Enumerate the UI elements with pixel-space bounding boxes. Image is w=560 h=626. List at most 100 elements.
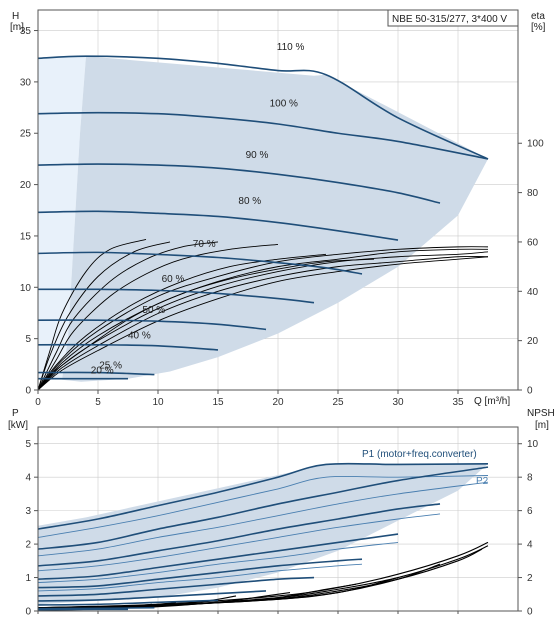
eta-curve [37,243,279,391]
y2-tick-label: 8 [527,473,533,484]
npsh-axis-label: NPSH [527,408,555,419]
head-curve-label: 60 % [162,274,185,285]
x-tick-label: 15 [212,397,224,408]
y2-tick-label: 0 [527,607,533,618]
head-curve-label: 70 % [193,239,216,250]
y2-tick-label: 4 [527,540,533,551]
y-tick-label: 4 [25,473,31,484]
p1-curve [37,606,155,610]
head-curve-label: 110 % [277,42,305,53]
x-tick-label: 35 [452,397,464,408]
head-axis-ticks: 0 5 10 15 20 25 30 35 0 5 10 15 20 25 30 35 0 20 40 60 80 100 [20,26,544,408]
x-tick-label: 0 [35,397,41,408]
power-series-labels: P1 (motor+freq.converter) P2 [362,449,489,487]
y-tick-label: 20 [20,180,32,191]
y-tick-label: 35 [20,26,32,37]
y-tick-label: 5 [25,439,31,450]
p1-curve [37,590,267,602]
p1-curve [37,599,219,606]
p1-curve [37,533,399,581]
y-tick-label: 15 [20,231,32,242]
head-curve-label: 20 % [91,366,114,377]
power-axis-unit: [kW] [8,420,28,431]
y-tick-label: 30 [20,77,32,88]
p2-curve [37,563,363,592]
power-series-label: P2 [476,476,489,487]
p1-curves [37,462,489,611]
y2-tick-label: 2 [527,573,533,584]
operating-region [62,56,488,382]
p1-curve [37,462,489,530]
head-curve [37,210,399,241]
npsh-axis-unit: [m] [535,420,549,431]
power-axis-ticks: 0 1 2 3 4 5 0 2 4 6 8 10 [25,439,538,617]
eta-curve [37,241,219,391]
low-flow-region [38,56,86,380]
y2-tick-label: 0 [527,386,533,397]
head-curve [37,251,363,275]
head-curve [37,343,219,351]
x-tick-label: 25 [332,397,344,408]
head-axis-unit: [m] [10,22,24,33]
head-curve [37,371,155,376]
head-curve [37,111,489,160]
head-operating-region [38,56,488,382]
head-curve-label: 100 % [270,99,298,110]
x-tick-label: 30 [392,397,404,408]
efficiency-curves [37,239,489,391]
p1-curve [37,466,489,550]
x-tick-label: 20 [272,397,284,408]
eta-curve [37,255,489,391]
power-series-label: P1 (motor+freq.converter) [362,449,477,460]
y2-tick-label: 10 [527,439,539,450]
flow-axis-label: Q [m³/h] [474,396,510,407]
eta-curve [37,256,489,391]
head-curve [37,55,489,160]
y-tick-label: 25 [20,129,32,140]
head-curve-label: 40 % [128,331,151,342]
head-curve-label: 50 % [142,305,165,316]
y-tick-label: 0 [25,386,31,397]
chart-title: NBE 50-315/277, 3*400 V [392,14,507,25]
head-curve [37,319,267,331]
p2-curve [37,481,489,557]
eta-axis-unit: [%] [531,22,546,33]
eta-curve [37,239,147,391]
y2-tick-label: 20 [527,336,539,347]
eta-curve [37,253,327,391]
head-curve-label: 90 % [246,150,269,161]
y-tick-label: 5 [25,334,31,345]
head-curve-label: 25 % [99,360,122,371]
y2-tick-label: 60 [527,237,539,248]
y-tick-label: 0 [25,607,31,618]
head-curves [37,55,489,380]
y-tick-label: 10 [20,283,32,294]
eta-curve [37,248,489,391]
head-curve [37,163,441,204]
eta-curve [37,258,375,391]
y2-tick-label: 6 [527,506,533,517]
p1-curve [37,576,315,597]
head-curve [37,288,315,304]
head-curve-labels: 110 % 100 % 90 % 80 % 70 % 60 % 50 % 40 % 25 %20… [91,42,305,377]
p2-curve [37,513,441,572]
x-tick-label: 10 [152,397,164,408]
y-tick-label: 3 [25,506,31,517]
power-axis-label: P [12,408,19,419]
y2-tick-label: 40 [527,287,539,298]
eta-axis-label: eta [531,11,545,22]
p2-curves [37,475,489,592]
p2-curve [37,475,489,538]
y-tick-label: 1 [25,573,31,584]
y-tick-label: 2 [25,540,31,551]
head-curve-label: 80 % [238,196,261,207]
y2-tick-label: 100 [527,139,544,150]
head-curve-chart: 110 %100 %90 %80 %70 %60 %50 %40 %25 %20… [10,9,546,408]
p2-curve [37,541,399,584]
p1-curve [37,503,441,567]
head-axis-label: H [12,11,19,22]
p1-curve [37,558,363,589]
eta-curve [37,241,171,391]
